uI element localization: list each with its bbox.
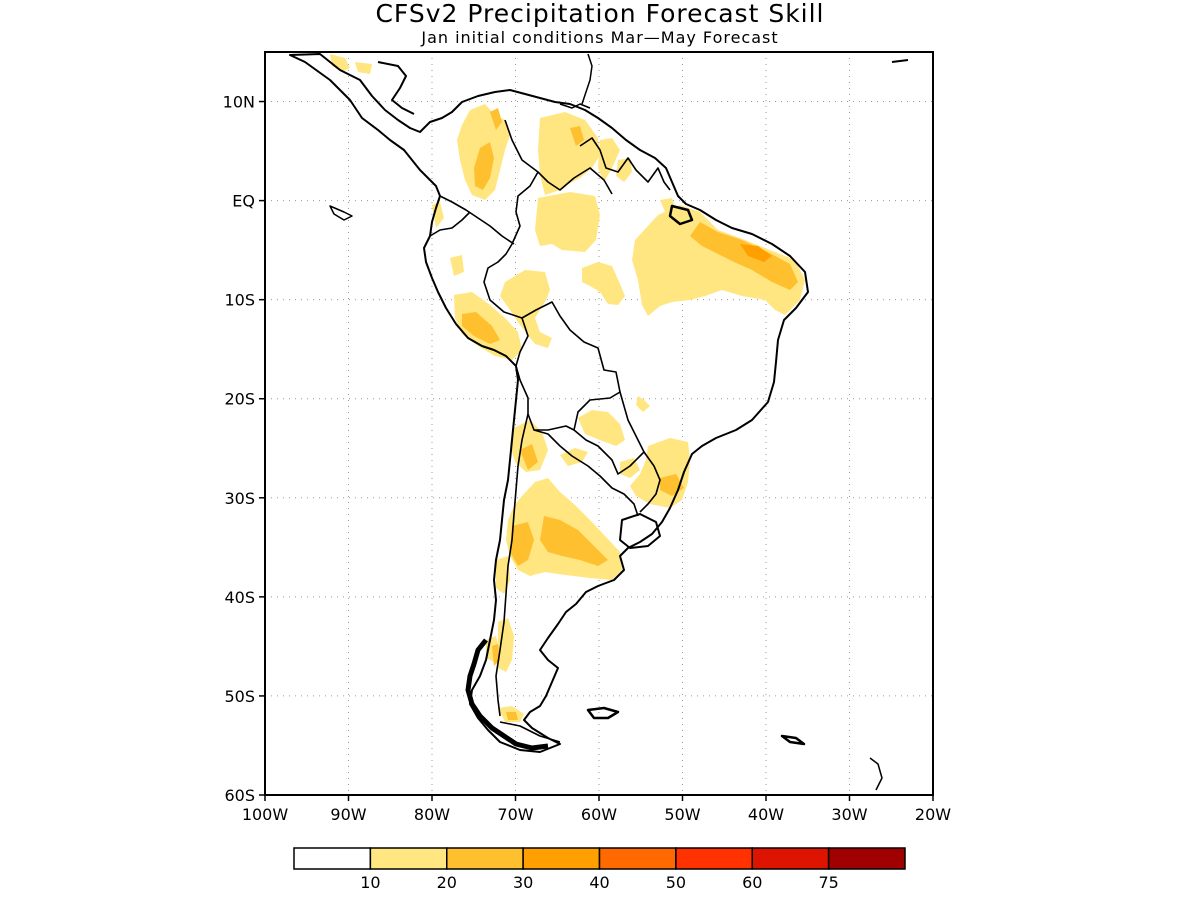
skill-region	[490, 108, 502, 130]
legend-label: 60	[742, 873, 762, 892]
color-legend: 10 20 30 40 50 60 75	[293, 847, 906, 892]
lon-tick-label: 40W	[748, 805, 784, 824]
country-borders	[429, 119, 671, 743]
legend-label: 40	[589, 873, 609, 892]
lon-tick-label: 50W	[664, 805, 700, 824]
legend-label: 20	[437, 873, 457, 892]
country-border	[439, 195, 515, 245]
skill-region	[740, 244, 772, 262]
map-subtitle: Jan initial conditions Mar—May Forecast	[421, 28, 779, 47]
lat-tick-label: 60S	[224, 786, 255, 805]
skill-region	[620, 458, 640, 478]
skill-region	[598, 138, 620, 182]
legend-swatch	[369, 847, 448, 870]
legend-label: 75	[818, 873, 838, 892]
continent-outline	[289, 53, 809, 753]
lat-tick-label: 20S	[224, 390, 255, 409]
country-border	[579, 137, 671, 191]
country-border	[429, 211, 471, 237]
lat-tick-label: 30S	[224, 489, 255, 508]
lon-tick-label: 70W	[497, 805, 533, 824]
lat-tick-label: EQ	[232, 192, 255, 211]
legend-label: 30	[513, 873, 533, 892]
lon-tick-label: 100W	[242, 805, 289, 824]
country-border	[504, 119, 613, 195]
skill-region	[462, 312, 500, 344]
lon-tick-label: 80W	[414, 805, 450, 824]
legend-swatch	[522, 847, 601, 870]
lon-tick-label: 90W	[330, 805, 366, 824]
legend-swatch	[751, 847, 830, 870]
legend-swatch	[446, 847, 524, 870]
country-border	[495, 413, 529, 717]
skill-region	[636, 396, 650, 412]
legend-label: 10	[360, 873, 380, 892]
legend-swatch	[293, 847, 372, 870]
coastline	[289, 53, 909, 791]
country-border	[483, 171, 645, 475]
lat-tick-label: 40S	[224, 588, 255, 607]
skill-region	[355, 62, 372, 74]
legend-swatch	[675, 847, 753, 870]
legend-swatch	[827, 847, 906, 870]
skill-region	[500, 270, 552, 348]
skill-region	[632, 205, 805, 316]
skill-region	[616, 158, 632, 182]
lon-tick-label: 30W	[831, 805, 867, 824]
skill-region	[535, 192, 600, 252]
longitude-axis: 100W 90W 80W 70W 60W 50W 40W 30W 20W	[242, 795, 951, 824]
skill-region	[330, 54, 350, 72]
country-border	[639, 451, 661, 513]
lon-tick-label: 20W	[915, 805, 951, 824]
lat-tick-label: 10N	[223, 93, 255, 112]
skill-region	[506, 712, 518, 720]
skill-region	[520, 444, 538, 470]
skill-region	[578, 410, 625, 446]
country-border	[533, 429, 639, 517]
skill-region	[690, 222, 798, 290]
skill-region	[582, 262, 625, 305]
skill-region	[510, 522, 534, 566]
legend-label: 50	[666, 873, 686, 892]
legend-swatch	[598, 847, 677, 870]
lat-tick-label: 50S	[224, 687, 255, 706]
skill-region	[538, 112, 600, 195]
map-title: CFSv2 Precipitation Forecast Skill	[375, 0, 825, 28]
skill-shading	[330, 54, 805, 722]
skill-region	[540, 516, 608, 566]
latitude-axis: 10N EQ 10S 20S 30S 40S 50S 60S	[223, 93, 265, 805]
skill-region	[474, 142, 494, 190]
skill-region	[570, 126, 584, 146]
lon-tick-label: 60W	[581, 805, 617, 824]
lat-tick-label: 10S	[224, 291, 255, 310]
skill-region	[450, 255, 464, 276]
